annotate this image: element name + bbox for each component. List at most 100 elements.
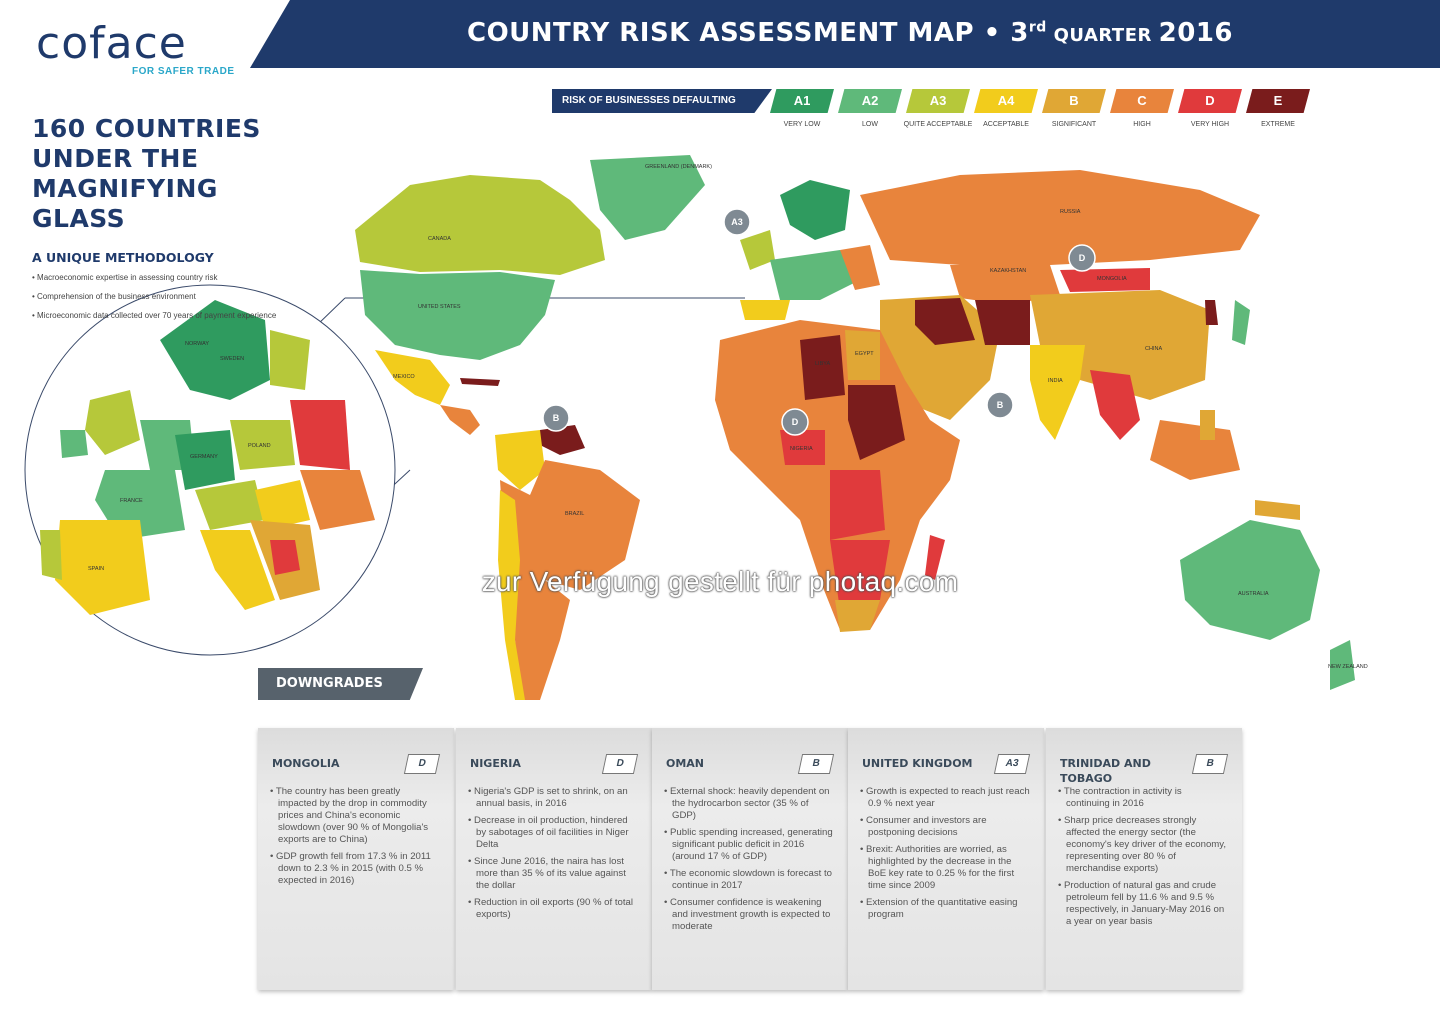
region-afghanistan-pakistan	[975, 300, 1030, 345]
legend-swatch: C	[1110, 89, 1174, 113]
panel-country: OMAN	[666, 757, 705, 770]
region-southern-africa	[830, 540, 890, 610]
magnified-central-europe	[195, 480, 265, 530]
country-south-africa	[835, 600, 880, 632]
title-quarter: QUARTER	[1046, 25, 1159, 46]
magnified-belarus-ukraine	[290, 400, 350, 470]
legend-item-e: E EXTREME	[1246, 89, 1316, 128]
panel-grade-badge: B	[797, 754, 835, 774]
country-north-korea	[1205, 300, 1218, 325]
callout-pin-uk: A3	[723, 208, 751, 236]
label-sweden: SWEDEN	[220, 356, 244, 362]
label-germany: GERMANY	[190, 454, 218, 460]
magnified-italy	[200, 530, 275, 610]
label-norway: NORWAY	[185, 341, 209, 347]
title-year: 2016	[1158, 18, 1234, 48]
panel-country: TRINIDAD AND TOBAGO	[1060, 757, 1151, 785]
country-cuba	[460, 378, 500, 386]
magnifier-europe	[40, 300, 375, 615]
magnified-hungary-romania	[255, 480, 310, 530]
label-kazakhstan: KAZAKHSTAN	[990, 268, 1026, 274]
panel-point: Decrease in oil production, hindered by …	[468, 815, 638, 851]
methodology-list: Macroeconomic expertise in assessing cou…	[32, 272, 292, 329]
title-superscript: rd	[1028, 19, 1047, 36]
legend-swatch: E	[1246, 89, 1310, 113]
panel-point: Sharp price decreases strongly affected …	[1058, 815, 1228, 875]
legend-item-a3: A3 QUITE ACCEPTABLE	[904, 89, 976, 128]
world-risk-map: A3 B D D B CANADA UNITED STATES MEXICO B…	[24, 155, 1368, 700]
label-greenland: GREENLAND (DENMARK)	[645, 164, 712, 170]
label-china: CHINA	[1145, 346, 1162, 352]
legend-swatch: A2	[838, 89, 902, 113]
label-mongolia: MONGOLIA	[1097, 276, 1127, 282]
legend-item-b: B SIGNIFICANT	[1042, 89, 1112, 128]
country-russia	[860, 170, 1260, 265]
callout-pin-nigeria: D	[781, 408, 809, 436]
country-libya	[800, 335, 845, 400]
callout-grade: B	[997, 400, 1004, 410]
panel-point: The economic slowdown is forecast to con…	[664, 868, 834, 892]
magnified-ireland	[60, 430, 88, 458]
legend-item-d: D VERY HIGH	[1178, 89, 1248, 128]
legend-swatch: A3	[906, 89, 970, 113]
legend-label: VERY HIGH	[1190, 121, 1230, 128]
country-new-zealand	[1330, 640, 1355, 690]
risk-legend: RISK OF BUSINESSES DEFAULTING A1 VERY LOW…	[552, 89, 1332, 135]
label-france: FRANCE	[120, 498, 143, 504]
page-title: COUNTRY RISK ASSESSMENT MAP • 3rd QUARTE…	[330, 18, 1370, 48]
downgrade-panel-trinidad-and-tobago: TRINIDAD AND TOBAGO B The contraction in…	[1046, 728, 1242, 990]
label-new-zealand: NEW ZEALAND	[1328, 664, 1368, 670]
methodology-point: Macroeconomic expertise in assessing cou…	[32, 272, 292, 283]
legend-label: ACCEPTABLE	[983, 121, 1029, 128]
label-russia: RUSSIA	[1060, 209, 1081, 215]
legend-label: HIGH	[1133, 121, 1151, 128]
region-eastern-europe	[840, 245, 880, 290]
callout-grade: D	[792, 417, 799, 427]
callout-grade: A3	[731, 217, 743, 227]
label-libya: LIBYA	[815, 361, 831, 367]
panel-points: Growth is expected to reach just reach 0…	[860, 786, 1030, 926]
methodology-point: Comprehension of the business environmen…	[32, 291, 292, 302]
panel-point: Production of natural gas and crude petr…	[1058, 880, 1228, 928]
legend-item-a1: A1 VERY LOW	[770, 89, 840, 128]
panel-grade-badge: A3	[993, 754, 1031, 774]
country-spain	[740, 300, 790, 320]
callout-pin-trinidad: B	[542, 404, 570, 432]
label-canada: CANADA	[428, 236, 451, 242]
panel-point: Consumer confidence is weakening and inv…	[664, 897, 834, 933]
panel-point: The country has been greatly impacted by…	[270, 786, 440, 846]
panel-point: GDP growth fell from 17.3 % in 2011 down…	[270, 851, 440, 887]
legend-label: LOW	[862, 121, 878, 128]
label-egypt: EGYPT	[855, 351, 874, 357]
panel-points: External shock: heavily dependent on the…	[664, 786, 834, 938]
country-nigeria	[780, 430, 825, 465]
panel-grade-badge: B	[1191, 754, 1229, 774]
panel-country: NIGERIA	[470, 757, 521, 770]
region-scandinavia	[780, 180, 850, 240]
country-philippines	[1200, 410, 1215, 440]
country-india	[1030, 345, 1085, 440]
legend-item-c: C HIGH	[1110, 89, 1180, 128]
legend-label: SIGNIFICANT	[1051, 121, 1097, 128]
region-southeast-asia	[1090, 370, 1140, 440]
label-india: INDIA	[1048, 378, 1063, 384]
label-mexico: MEXICO	[393, 374, 415, 380]
region-central-america	[440, 405, 480, 435]
magnified-scandinavia	[160, 300, 270, 400]
country-sudan	[848, 385, 905, 460]
panel-point: External shock: heavily dependent on the…	[664, 786, 834, 822]
region-western-europe	[770, 250, 860, 300]
country-venezuela	[540, 425, 585, 455]
panel-point: Nigeria's GDP is set to shrink, on an an…	[468, 786, 638, 810]
magnified-finland	[270, 330, 310, 390]
title-main: COUNTRY RISK ASSESSMENT MAP • 3	[466, 18, 1029, 48]
callout-pin-mongolia: D	[1068, 244, 1096, 272]
magnified-germany	[175, 430, 235, 490]
country-united-states	[360, 270, 555, 360]
magnified-poland	[230, 420, 295, 470]
panel-grade-badge: D	[403, 754, 441, 774]
panel-country: MONGOLIA	[272, 757, 340, 770]
legend-label: EXTREME	[1261, 121, 1295, 128]
label-brazil: BRAZIL	[565, 511, 584, 517]
coface-logo: coface FOR SAFER TRADE	[36, 22, 236, 82]
